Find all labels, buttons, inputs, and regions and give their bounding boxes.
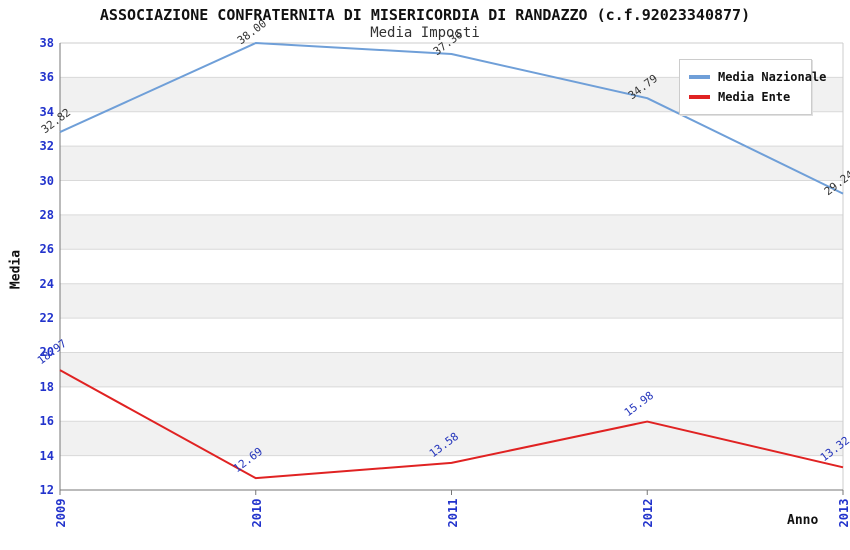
chart-title: ASSOCIAZIONE CONFRATERNITA DI MISERICORD… — [99, 6, 751, 24]
y-tick-label: 34 — [39, 104, 54, 119]
x-tick-label: 2010 — [249, 498, 264, 528]
y-tick-label: 36 — [39, 70, 54, 85]
chart-subtitle: Media Imposti — [370, 25, 480, 41]
y-tick-label: 20 — [39, 345, 54, 360]
y-tick-label: 16 — [39, 414, 54, 429]
y-tick-label: 22 — [39, 311, 54, 326]
y-tick-label: 18 — [39, 379, 54, 394]
legend-item-media-ente: Media Ente — [689, 87, 811, 107]
x-tick-label: 2009 — [54, 498, 68, 528]
y-tick-label: 26 — [39, 242, 54, 257]
y-tick-label: 14 — [39, 448, 54, 463]
legend-label-media-ente: Media Ente — [718, 90, 791, 104]
x-axis-title: Anno — [787, 513, 819, 528]
legend: Media Nazionale Media Ente — [679, 59, 826, 115]
y-tick-label: 12 — [39, 483, 54, 497]
x-tick-label: 2012 — [641, 498, 656, 528]
y-tick-label: 24 — [39, 276, 54, 291]
y-tick-label: 32 — [39, 139, 54, 154]
legend-label-media-nazionale: Media Nazionale — [718, 70, 827, 84]
y-tick-label: 28 — [39, 207, 54, 222]
y-axis-title: Media — [8, 249, 24, 290]
legend-swatch-media-nazionale — [689, 75, 710, 79]
x-tick-label: 2013 — [837, 498, 850, 528]
y-tick-label: 38 — [39, 36, 54, 50]
x-tick-label: 2011 — [445, 498, 460, 528]
legend-swatch-media-ente — [689, 95, 710, 99]
y-tick-label: 30 — [39, 173, 54, 188]
legend-item-media-nazionale: Media Nazionale — [689, 67, 826, 87]
